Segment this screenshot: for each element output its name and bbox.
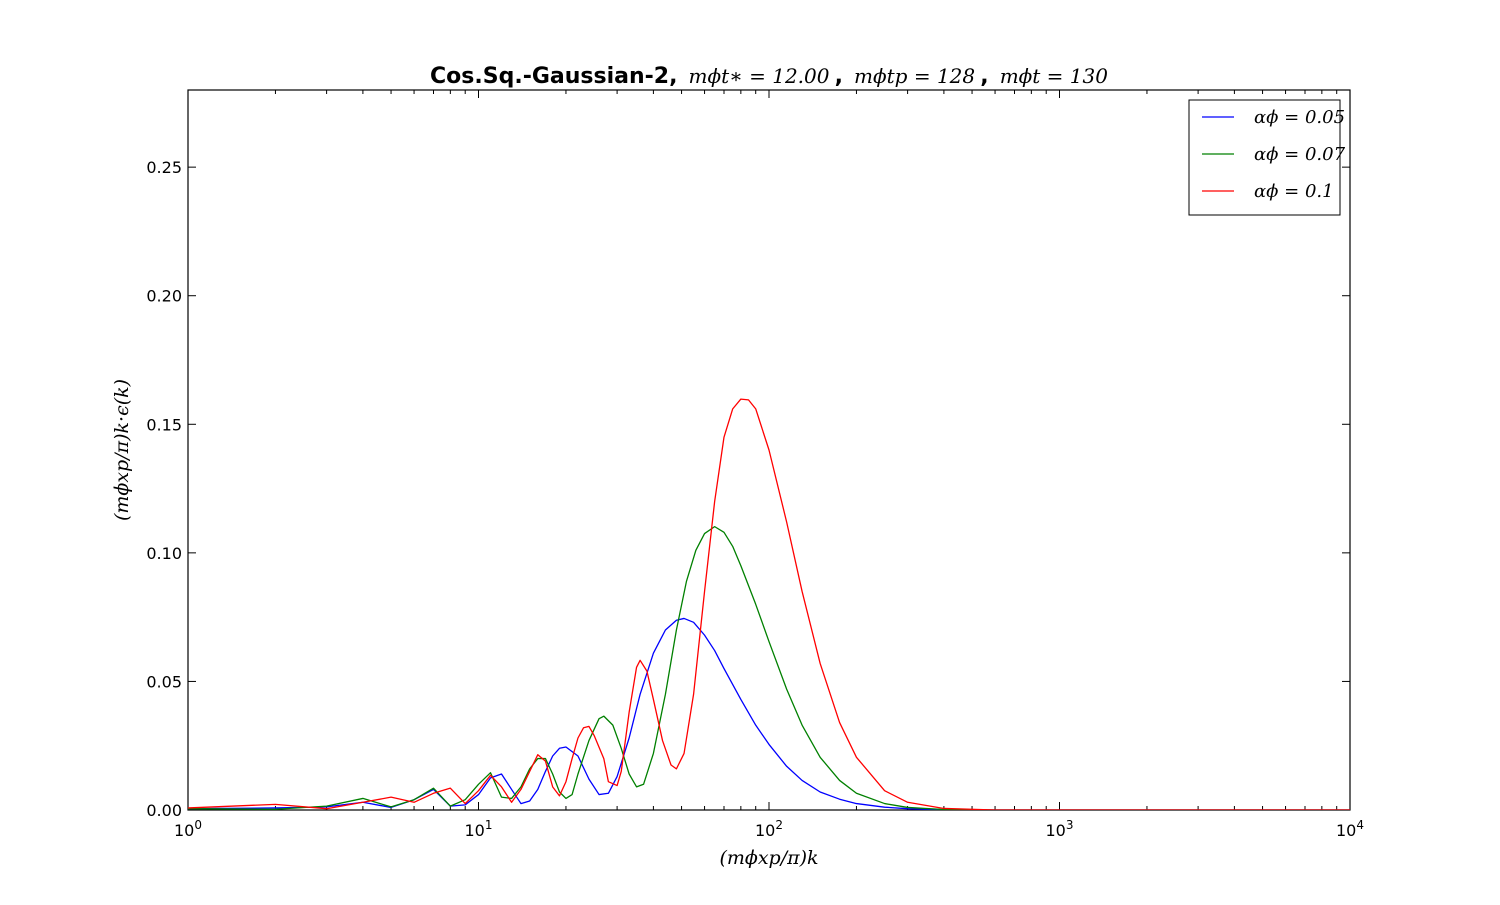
series-layer — [188, 398, 1350, 810]
x-axis-label: (mϕxp/π)k — [719, 847, 818, 869]
series-line-2 — [188, 525, 1350, 810]
title-separator-2: , — [980, 64, 988, 89]
legend-items: αϕ = 0.05 αϕ = 0.07 αϕ = 0.1 — [1202, 107, 1346, 202]
y-tick-label: 0.05 — [146, 672, 182, 691]
legend-box — [1188, 99, 1341, 216]
series-line-3 — [188, 398, 1350, 810]
chart-title: Cos.Sq.-Gaussian-2, mϕt∗ = 12.00 , mϕtp … — [430, 64, 1108, 89]
title-separator-1: , — [835, 64, 843, 89]
title-param-tstar: mϕt∗ = 12.00 — [689, 64, 830, 88]
y-tick-label: 0.20 — [146, 287, 182, 306]
x-tick-label: 102 — [755, 818, 783, 840]
legend: αϕ = 0.05 αϕ = 0.07 αϕ = 0.1 — [1188, 99, 1346, 216]
x-tick-label: 104 — [1336, 818, 1364, 840]
title-param-tp: mϕtp = 128 — [854, 64, 975, 88]
y-axis-label: (mϕxp/π)k·ϵ(k) — [111, 379, 133, 521]
legend-label-1: αϕ = 0.05 — [1254, 107, 1345, 128]
x-tick-label: 100 — [174, 818, 202, 840]
x-tick-label: 101 — [465, 818, 493, 840]
title-param-t: mϕt = 130 — [1000, 64, 1109, 88]
title-prefix: Cos.Sq.-Gaussian-2, — [430, 64, 677, 89]
legend-label-3: αϕ = 0.1 — [1254, 181, 1334, 202]
y-tick-label: 0.10 — [146, 544, 182, 563]
x-tick-label: 103 — [1046, 818, 1074, 840]
y-tick-label: 0.25 — [146, 158, 182, 177]
y-tick-label: 0.15 — [146, 415, 182, 434]
legend-label-2: αϕ = 0.07 — [1254, 144, 1346, 165]
y-tick-label: 0.00 — [146, 801, 182, 820]
ticks-layer: 100 101 102 103 104 0.00 0.05 0.10 0.15 0.20 0.25 — [146, 90, 1364, 840]
